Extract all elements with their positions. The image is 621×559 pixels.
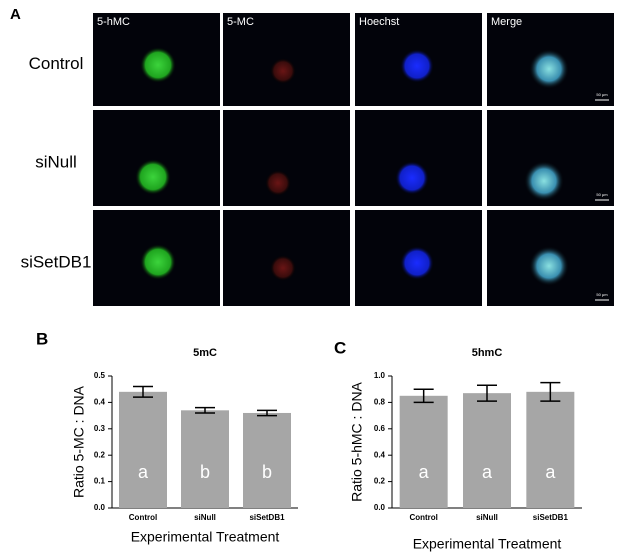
column-label: 5-hMC: [97, 16, 130, 28]
y-tick-label: 0.4: [94, 398, 106, 407]
scale-bar-label: 50 μm: [596, 292, 608, 297]
bar-letter: b: [200, 462, 210, 482]
bar: [243, 412, 291, 508]
cell-blob: [140, 244, 176, 280]
y-tick-label: 0.1: [94, 477, 106, 486]
bar-letter: b: [262, 462, 272, 482]
cell-blob: [529, 246, 569, 286]
row-label: Control: [29, 54, 84, 73]
x-axis-label: Experimental Treatment: [131, 529, 280, 545]
bar-letter: a: [545, 462, 556, 482]
y-tick-label: 0.2: [94, 450, 106, 459]
scale-bar-label: 50 μm: [596, 192, 608, 197]
cell-blob: [395, 161, 429, 195]
bar: [181, 410, 229, 508]
y-axis-label: Ratio 5-hMC : DNA: [349, 381, 365, 501]
scale-bar-label: 50 μm: [596, 92, 608, 97]
y-tick-label: 0.8: [374, 398, 386, 407]
cell-blob: [265, 170, 291, 196]
cell-blob: [270, 58, 296, 84]
column-label: Merge: [491, 16, 522, 28]
column-label: 5-MC: [227, 16, 254, 28]
chart-title: 5hmC: [472, 347, 503, 359]
bar: [119, 391, 167, 508]
y-tick-label: 0.0: [94, 503, 106, 512]
cell-blob: [135, 159, 171, 195]
bar-letter: a: [138, 462, 149, 482]
y-tick-label: 0.0: [374, 503, 386, 512]
bar: [526, 391, 575, 508]
y-axis-label: Ratio 5-MC : DNA: [71, 385, 87, 498]
bar-letter: a: [482, 462, 493, 482]
bar-letter: a: [419, 462, 430, 482]
bar: [399, 395, 448, 508]
panel-label: B: [36, 329, 48, 348]
row-label: siNull: [35, 152, 77, 171]
row-label: siSetDB1: [21, 252, 92, 271]
cell-blob: [140, 47, 176, 83]
x-tick-label: Control: [409, 513, 437, 522]
cell-blob: [400, 49, 434, 83]
y-tick-label: 0.6: [374, 424, 386, 433]
panel-label: C: [334, 338, 346, 357]
x-tick-label: siSetDB1: [533, 513, 569, 522]
panel-label: A: [10, 6, 21, 23]
bar: [463, 393, 511, 508]
cell-blob: [529, 49, 569, 89]
y-tick-label: 0.4: [374, 450, 386, 459]
y-tick-label: 0.3: [94, 424, 106, 433]
column-label: Hoechst: [359, 16, 399, 28]
chart-title: 5mC: [193, 347, 217, 359]
y-tick-label: 1.0: [374, 371, 386, 380]
x-tick-label: siNull: [476, 513, 498, 522]
cell-blob: [524, 161, 564, 201]
x-tick-label: siSetDB1: [249, 513, 285, 522]
cell-blob: [270, 255, 296, 281]
y-tick-label: 0.5: [94, 371, 106, 380]
cell-blob: [400, 246, 434, 280]
x-axis-label: Experimental Treatment: [413, 536, 562, 552]
y-tick-label: 0.2: [374, 477, 386, 486]
x-tick-label: Control: [129, 513, 157, 522]
x-tick-label: siNull: [194, 513, 216, 522]
